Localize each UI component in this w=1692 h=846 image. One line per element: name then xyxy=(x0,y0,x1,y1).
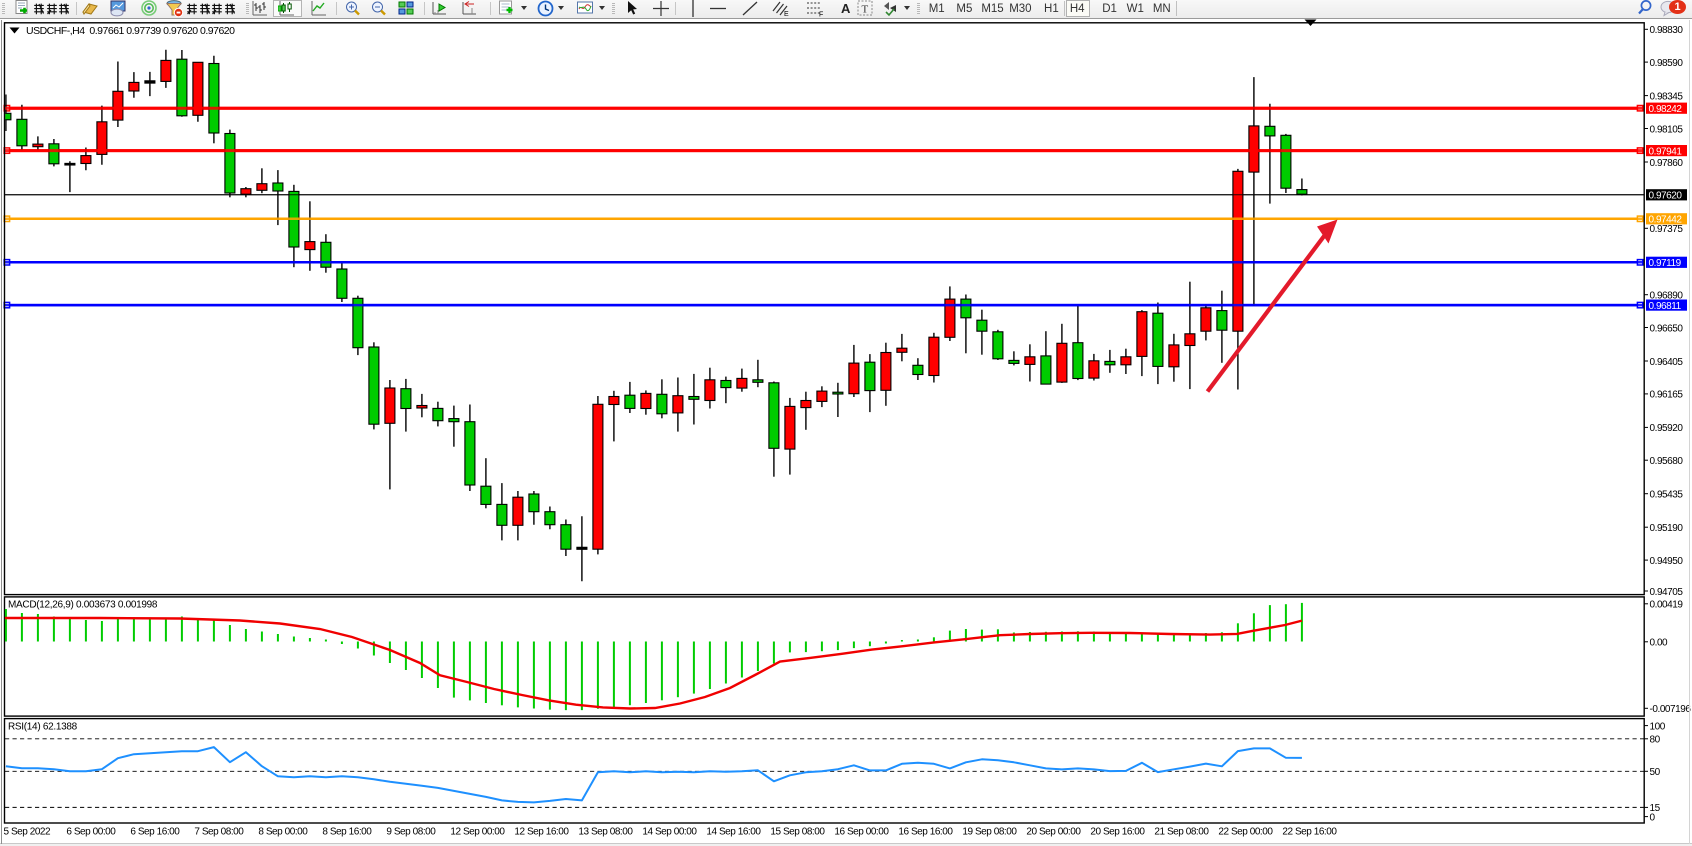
svg-text:50: 50 xyxy=(1650,767,1661,778)
svg-text:0.95435: 0.95435 xyxy=(1650,490,1684,501)
svg-text:0.97442: 0.97442 xyxy=(1649,215,1683,226)
svg-text:0.96890: 0.96890 xyxy=(1650,291,1684,302)
svg-text:6 Sep 16:00: 6 Sep 16:00 xyxy=(130,827,180,838)
svg-text:0.97941: 0.97941 xyxy=(1649,146,1683,157)
svg-text:0.98242: 0.98242 xyxy=(1649,104,1683,115)
svg-text:22 Sep 00:00: 22 Sep 00:00 xyxy=(1218,827,1273,838)
svg-text:0.00: 0.00 xyxy=(1650,638,1669,649)
svg-text:14 Sep 16:00: 14 Sep 16:00 xyxy=(706,827,761,838)
svg-text:0.96165: 0.96165 xyxy=(1650,390,1684,401)
svg-text:0.00419: 0.00419 xyxy=(1650,600,1684,611)
svg-text:16 Sep 16:00: 16 Sep 16:00 xyxy=(898,827,953,838)
svg-text:MACD(12,26,9) 0.003673 0.00199: MACD(12,26,9) 0.003673 0.001998 xyxy=(8,599,158,610)
svg-text:13 Sep 08:00: 13 Sep 08:00 xyxy=(578,827,633,838)
svg-text:0.97375: 0.97375 xyxy=(1650,224,1684,235)
svg-text:14 Sep 00:00: 14 Sep 00:00 xyxy=(642,827,697,838)
svg-text:0.96811: 0.96811 xyxy=(1649,301,1682,312)
svg-text:0.94950: 0.94950 xyxy=(1650,556,1684,567)
svg-text:0: 0 xyxy=(1650,812,1656,823)
svg-text:0.97620: 0.97620 xyxy=(1649,191,1683,202)
svg-text:0.98105: 0.98105 xyxy=(1650,124,1684,135)
svg-text:9 Sep 08:00: 9 Sep 08:00 xyxy=(386,827,436,838)
svg-text:0.97860: 0.97860 xyxy=(1650,158,1684,169)
svg-text:19 Sep 08:00: 19 Sep 08:00 xyxy=(962,827,1017,838)
svg-text:0.98345: 0.98345 xyxy=(1650,91,1684,102)
svg-text:E: E xyxy=(784,11,789,17)
svg-text:6 Sep 00:00: 6 Sep 00:00 xyxy=(66,827,116,838)
svg-text:5 Sep 2022: 5 Sep 2022 xyxy=(4,827,52,838)
svg-text:0.96650: 0.96650 xyxy=(1650,323,1684,334)
svg-text:21 Sep 08:00: 21 Sep 08:00 xyxy=(1154,827,1209,838)
svg-text:RSI(14) 62.1388: RSI(14) 62.1388 xyxy=(8,721,78,732)
svg-text:-0.007196: -0.007196 xyxy=(1650,704,1692,715)
svg-text:0.98830: 0.98830 xyxy=(1650,25,1684,36)
svg-text:7 Sep 08:00: 7 Sep 08:00 xyxy=(194,827,244,838)
svg-text:8 Sep 16:00: 8 Sep 16:00 xyxy=(322,827,372,838)
svg-text:8 Sep 00:00: 8 Sep 00:00 xyxy=(258,827,308,838)
svg-text:0.98590: 0.98590 xyxy=(1650,58,1684,69)
svg-text:12 Sep 16:00: 12 Sep 16:00 xyxy=(514,827,569,838)
svg-text:12 Sep 00:00: 12 Sep 00:00 xyxy=(450,827,505,838)
svg-text:15: 15 xyxy=(1650,803,1661,814)
svg-text:80: 80 xyxy=(1650,735,1661,746)
svg-text:22 Sep 16:00: 22 Sep 16:00 xyxy=(1282,827,1337,838)
svg-text:100: 100 xyxy=(1650,721,1666,732)
svg-text:0.94705: 0.94705 xyxy=(1650,587,1684,598)
svg-text:20 Sep 00:00: 20 Sep 00:00 xyxy=(1026,827,1081,838)
svg-text:0.96405: 0.96405 xyxy=(1650,357,1684,368)
svg-text:0.95680: 0.95680 xyxy=(1650,456,1684,467)
svg-text:T: T xyxy=(862,4,869,16)
svg-text:0.95920: 0.95920 xyxy=(1650,423,1684,434)
svg-text:15 Sep 08:00: 15 Sep 08:00 xyxy=(770,827,825,838)
svg-text:16 Sep 00:00: 16 Sep 00:00 xyxy=(834,827,889,838)
svg-text:0.97119: 0.97119 xyxy=(1649,258,1682,269)
svg-text:0.95190: 0.95190 xyxy=(1650,523,1684,534)
svg-text:20 Sep 16:00: 20 Sep 16:00 xyxy=(1090,827,1145,838)
svg-text:F: F xyxy=(819,12,823,18)
svg-text:USDCHF-,H4 0.97661 0.97739 0.: USDCHF-,H4 0.97661 0.97739 0.97620 0.976… xyxy=(26,25,235,37)
